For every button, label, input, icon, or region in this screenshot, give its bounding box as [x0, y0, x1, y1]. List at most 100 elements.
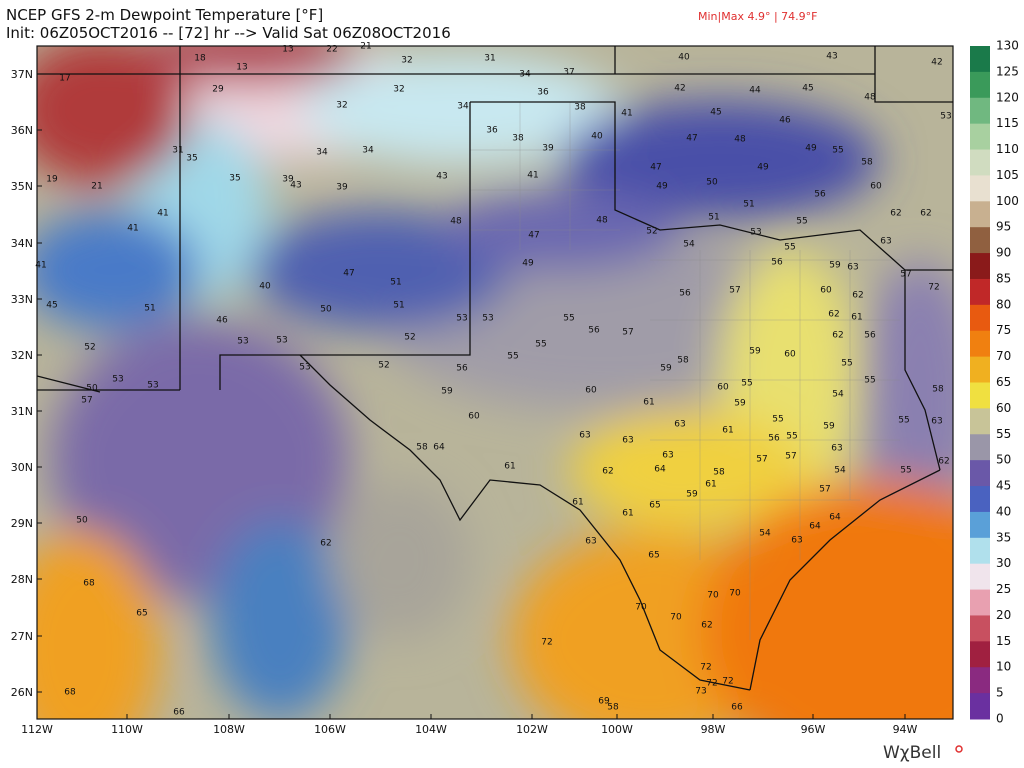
station-value: 19 [46, 175, 58, 185]
station-value: 37 [563, 68, 574, 78]
station-value: 34 [457, 102, 469, 112]
colorbar-label: 75 [996, 323, 1011, 337]
lat-label: 27N [11, 630, 33, 643]
station-value: 49 [522, 259, 534, 269]
station-value: 62 [828, 310, 839, 320]
station-value: 34 [316, 148, 328, 158]
station-value: 62 [832, 331, 843, 341]
station-value: 44 [749, 86, 761, 96]
station-value: 58 [861, 158, 873, 168]
station-value: 52 [404, 333, 415, 343]
station-value: 41 [157, 209, 168, 219]
station-value: 70 [670, 613, 682, 623]
station-value: 54 [832, 390, 844, 400]
colorbar-segment [970, 641, 990, 668]
colorbar-label: 130 [996, 39, 1019, 53]
station-value: 70 [729, 589, 741, 599]
station-value: 56 [679, 289, 691, 299]
colorbar-segment [970, 71, 990, 99]
station-value: 45 [802, 84, 813, 94]
station-value: 53 [112, 375, 123, 385]
station-value: 43 [290, 181, 301, 191]
station-value: 62 [890, 209, 901, 219]
colorbar-segment [970, 123, 990, 151]
lon-label: 112W [21, 723, 53, 736]
map-title: NCEP GFS 2-m Dewpoint Temperature [°F] [6, 6, 323, 24]
station-value: 41 [127, 224, 138, 234]
station-value: 51 [144, 304, 155, 314]
station-value: 65 [136, 609, 147, 619]
station-value: 51 [708, 213, 719, 223]
colorbar-segment [970, 175, 990, 202]
colorbar-label: 125 [996, 64, 1019, 78]
station-value: 59 [660, 364, 672, 374]
station-value: 63 [579, 431, 590, 441]
lon-label: 110W [111, 723, 143, 736]
lon-label: 102W [516, 723, 548, 736]
station-value: 61 [643, 398, 654, 408]
lat-label: 37N [11, 68, 33, 81]
station-value: 61 [572, 498, 583, 508]
colorbar-label: 95 [996, 220, 1011, 234]
station-value: 40 [678, 53, 690, 63]
station-value: 38 [512, 134, 524, 144]
station-value: 39 [336, 183, 348, 193]
station-value: 21 [91, 182, 102, 192]
colorbar-segment [970, 97, 990, 125]
station-value: 61 [705, 480, 716, 490]
station-value: 49 [656, 182, 668, 192]
station-value: 57 [785, 452, 796, 462]
station-value: 58 [713, 468, 725, 478]
station-value: 72 [928, 283, 939, 293]
station-value: 21 [360, 42, 371, 52]
station-value: 32 [401, 56, 412, 66]
lat-label: 30N [11, 461, 33, 474]
lat-label: 29N [11, 517, 33, 530]
state-borders [37, 46, 953, 691]
station-value: 47 [528, 231, 539, 241]
station-value: 60 [784, 350, 796, 360]
lat-label: 33N [11, 293, 33, 306]
station-value: 55 [772, 415, 783, 425]
station-value: 57 [819, 485, 830, 495]
colorbar-segment [970, 693, 990, 720]
logo: WχBell [883, 743, 941, 763]
station-value: 64 [433, 443, 445, 453]
station-value: 64 [829, 513, 841, 523]
station-value: 60 [870, 182, 882, 192]
station-value: 73 [695, 687, 706, 697]
lat-label: 32N [11, 349, 33, 362]
station-value: 60 [717, 383, 729, 393]
station-value: 60 [820, 286, 832, 296]
station-value: 56 [588, 326, 600, 336]
station-value: 60 [468, 412, 480, 422]
station-value: 53 [299, 363, 310, 373]
station-value: 57 [900, 270, 911, 280]
colorbar-segment [970, 563, 990, 591]
station-value: 55 [786, 432, 797, 442]
station-value: 70 [635, 603, 647, 613]
station-value: 53 [276, 336, 287, 346]
station-value: 32 [336, 101, 347, 111]
station-value: 52 [378, 361, 389, 371]
station-value: 43 [826, 52, 837, 62]
colorbar-label: 90 [996, 246, 1011, 260]
station-value: 69 [598, 697, 610, 707]
station-value: 31 [172, 146, 183, 156]
station-value: 56 [456, 364, 468, 374]
station-value: 72 [700, 663, 711, 673]
colorbar-segment [970, 356, 990, 383]
station-value: 49 [757, 163, 769, 173]
station-value: 59 [441, 387, 453, 397]
station-value: 53 [147, 381, 158, 391]
colorbar-segment [970, 408, 990, 435]
station-value: 53 [750, 228, 761, 238]
lon-label: 94W [893, 723, 918, 736]
station-value: 59 [749, 347, 761, 357]
station-value: 41 [35, 261, 46, 271]
station-value: 62 [602, 467, 613, 477]
colorbar-label: 5 [996, 686, 1004, 700]
station-value: 47 [343, 269, 354, 279]
colorbar-label: 80 [996, 297, 1011, 311]
